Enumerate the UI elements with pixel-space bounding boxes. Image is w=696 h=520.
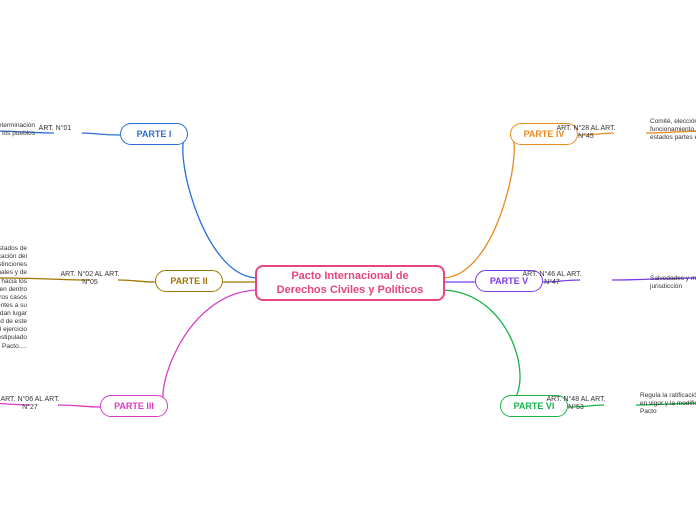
part-label: PARTE III [114,401,154,411]
description-2: Compromiso de los estados de no sustraer… [0,245,27,351]
description-1: Derecho a la libre determinación de los … [0,122,35,138]
description-4: Comité, elección, funcionamiento, derech… [650,118,696,142]
article-label-4: ART. N°28 AL ART. N°45 [556,125,616,142]
part-node-1[interactable]: PARTE I [120,123,188,145]
description-6: Regula la ratificación, entrada en vigor… [640,392,696,416]
connection-layer [0,0,696,520]
article-label-2: ART. N°02 AL ART. N°05 [60,271,120,288]
part-node-3[interactable]: PARTE III [100,395,168,417]
part-label: PARTE I [137,129,172,139]
center-title: Pacto Internacional de Derechos Civiles … [267,269,433,298]
article-label-5: ART. N°46 AL ART. N°47 [522,271,582,288]
description-5: Salvedades y medios de jurisdicción [650,275,696,291]
article-label-3: ART. N°06 AL ART. N°27 [0,396,60,413]
article-label-6: ART. N°48 AL ART. N°53 [546,396,606,413]
part-label: PARTE II [170,276,207,286]
part-node-2[interactable]: PARTE II [155,270,223,292]
center-node[interactable]: Pacto Internacional de Derechos Civiles … [255,265,445,301]
